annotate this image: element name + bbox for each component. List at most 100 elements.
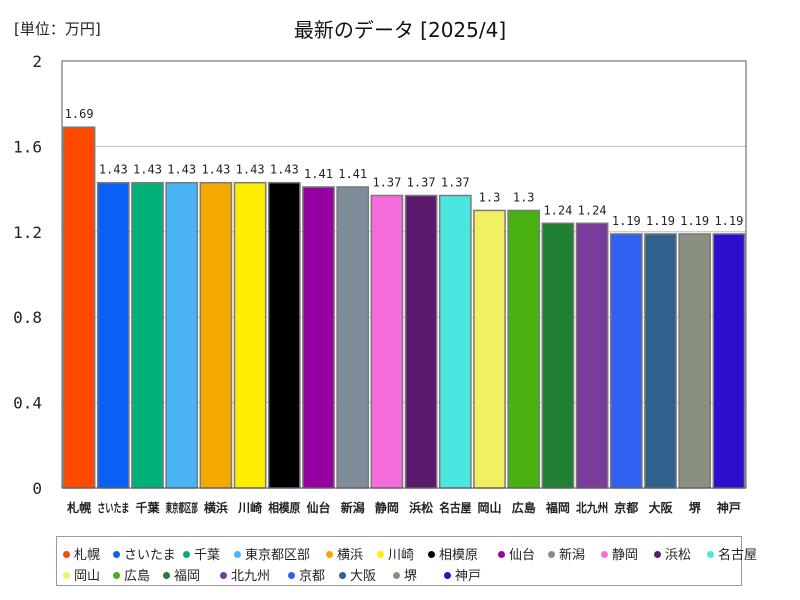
legend-item: 相模原 — [428, 544, 478, 563]
legend-item: 名古屋 — [707, 544, 757, 563]
legend-label: 相模原 — [439, 548, 479, 563]
legend-label: 名古屋 — [718, 548, 758, 563]
x-tick-label: 浜松 — [409, 500, 433, 515]
x-tick-label: 東京都区部 — [166, 500, 198, 515]
bar — [678, 233, 712, 489]
legend-label: 新潟 — [559, 548, 586, 563]
legend-item: 東京都区部 — [234, 544, 310, 563]
bar — [302, 186, 335, 489]
bar — [404, 194, 438, 489]
bars — [62, 126, 746, 489]
legend-swatch — [707, 551, 714, 558]
y-tick-label: 0.8 — [13, 308, 42, 327]
legend-swatch — [234, 551, 241, 558]
bar — [370, 194, 404, 489]
bar — [96, 181, 130, 489]
legend-label: 堺 — [404, 569, 418, 584]
legend-item: 新潟 — [548, 544, 585, 563]
legend-item: 京都 — [288, 565, 325, 584]
legend-label: 川崎 — [388, 548, 415, 563]
value-label: 1.19 — [612, 214, 641, 228]
value-label: 1.41 — [338, 167, 367, 181]
value-label: 1.41 — [304, 167, 333, 181]
bar — [575, 222, 609, 489]
y-tick-label: 1.6 — [13, 137, 42, 156]
legend-label: さいたま — [124, 548, 176, 563]
x-tick-label: 神戸 — [717, 500, 741, 515]
bar — [62, 126, 96, 489]
bar — [609, 233, 643, 489]
value-label: 1.3 — [513, 190, 535, 204]
legend-label: 神戸 — [455, 569, 482, 584]
y-tick-label: 1.2 — [13, 223, 42, 242]
legend-swatch — [548, 551, 555, 558]
plot-frame — [61, 60, 747, 489]
x-tick-label: 京都 — [614, 500, 638, 515]
x-tick-label: 札幌 — [66, 500, 91, 515]
grid-lines — [62, 60, 746, 489]
legend-item: 広島 — [113, 565, 150, 584]
legend-label: 東京都区部 — [245, 548, 311, 563]
x-tick-label: 広島 — [512, 500, 536, 515]
legend-item: 福岡 — [163, 565, 200, 584]
x-tick-label: 名古屋 — [439, 500, 471, 515]
x-tick-label: 大阪 — [648, 500, 673, 515]
legend-swatch — [183, 551, 190, 558]
legend-label: 大阪 — [350, 569, 377, 584]
x-tick-label: 福岡 — [545, 500, 570, 515]
legend-item: 北九州 — [220, 565, 270, 584]
legend-label: 札幌 — [74, 548, 101, 563]
x-tick-label: 横浜 — [204, 500, 228, 515]
bar — [233, 181, 267, 489]
value-label: 1.19 — [714, 214, 743, 228]
value-label: 1.24 — [578, 203, 607, 217]
legend-swatch — [498, 551, 505, 558]
x-tick-label: 千葉 — [135, 500, 160, 515]
legend-swatch — [326, 551, 333, 558]
legend-item: 岡山 — [63, 565, 100, 584]
legend-item: 横浜 — [326, 544, 363, 563]
legend-swatch — [339, 572, 346, 579]
unit-label: [単位：万円] — [14, 20, 101, 38]
value-label: 1.43 — [167, 163, 196, 177]
value-label: 1.37 — [407, 176, 436, 190]
bar-chart: 00.40.81.21.62 1.691.43 1.43 1.43 1.43 1.43 1… — [13, 52, 747, 515]
x-tick-label: さいたま — [97, 501, 129, 515]
value-label: 1.69 — [65, 107, 94, 121]
value-label: 1.37 — [441, 176, 470, 190]
legend-swatch — [601, 551, 608, 558]
bar — [712, 233, 746, 489]
x-tick-label: 新潟 — [341, 500, 365, 515]
value-label: 1.19 — [680, 214, 709, 228]
value-label: 1.43 — [99, 163, 128, 177]
legend-item: 堺 — [393, 565, 417, 584]
legend-label: 静岡 — [612, 548, 639, 563]
legend-swatch — [220, 572, 227, 579]
bar — [267, 181, 301, 489]
x-tick-label: 岡山 — [477, 500, 501, 515]
legend-swatch — [63, 551, 70, 558]
bar — [507, 209, 541, 489]
y-tick-label: 2 — [32, 52, 42, 71]
legend-item: 川崎 — [377, 544, 414, 563]
legend-swatch — [288, 572, 295, 579]
bar — [336, 186, 370, 489]
legend-swatch — [444, 572, 451, 579]
legend-label: 浜松 — [665, 548, 692, 563]
value-labels: 1.69 1.43 1.43 1.43 1.43 1.43 1.43 1.41 1.41 1.37… — [65, 107, 744, 228]
bar — [438, 194, 472, 489]
legend-label: 北九州 — [231, 569, 271, 584]
value-label: 1.37 — [372, 176, 401, 190]
legend-item: 札幌 — [63, 544, 100, 563]
legend-label: 広島 — [124, 569, 151, 584]
legend-item: 大阪 — [339, 565, 376, 584]
legend-swatch — [654, 551, 661, 558]
x-tick-label: 川崎 — [237, 500, 262, 515]
legend-item: 仙台 — [498, 544, 535, 563]
value-label: 1.43 — [133, 163, 162, 177]
legend-item: 浜松 — [654, 544, 691, 563]
legend-swatch — [377, 551, 384, 558]
value-label: 1.19 — [646, 214, 675, 228]
bar — [644, 233, 677, 489]
